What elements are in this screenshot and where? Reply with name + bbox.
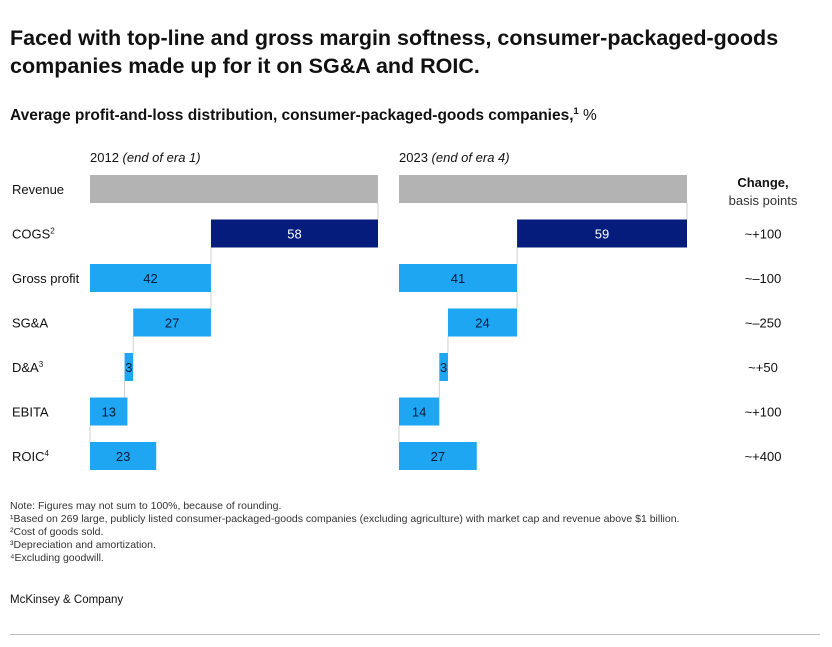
change-value: ~–100 — [745, 271, 782, 286]
bar-value-label: 27 — [165, 316, 179, 331]
bar-revenue — [90, 175, 378, 203]
category-label: SG&A — [12, 316, 48, 331]
bar-revenue — [399, 175, 687, 203]
chart-subtitle: Average profit-and-loss distribution, co… — [10, 105, 597, 125]
bar-value-label: 27 — [431, 449, 445, 464]
subtitle-unit: % — [578, 107, 597, 124]
bar-cogs — [517, 219, 687, 248]
footnote-3: ³Depreciation and amortization. — [10, 539, 156, 551]
panel-year: 2023 — [399, 150, 432, 165]
bar-value-label: 3 — [125, 360, 132, 375]
change-value: ~+100 — [745, 405, 782, 420]
footnote-4: ⁴Excluding goodwill. — [10, 552, 104, 564]
footnote-note: Note: Figures may not sum to 100%, becau… — [10, 500, 282, 512]
footnote-2: ²Cost of goods sold. — [10, 526, 104, 538]
bar-value-label: 41 — [451, 271, 465, 286]
bar-cogs — [210, 219, 378, 248]
subtitle-text: Average profit-and-loss distribution, co… — [10, 107, 574, 124]
subtitle-footnote-marker: 1 — [573, 105, 579, 116]
bar-d-a — [439, 353, 448, 381]
bottom-divider — [10, 634, 820, 635]
bar-value-label: 3 — [440, 360, 447, 375]
panel-header: 2012 (end of era 1) — [90, 150, 201, 165]
change-value: ~–250 — [745, 316, 782, 331]
bar-gross-profit — [90, 264, 211, 292]
brand-name: McKinsey & Company — [10, 594, 124, 606]
footnote-1: ¹Based on 269 large, publicly listed con… — [10, 513, 680, 525]
category-label: D&A3 — [12, 360, 44, 375]
bar-value-label: 59 — [595, 227, 609, 242]
panel-era: (end of era 1) — [123, 150, 201, 165]
change-value: ~+50 — [748, 360, 778, 375]
category-label: COGS2 — [12, 227, 55, 242]
category-footnote-marker: 4 — [45, 449, 50, 458]
bar-value-label: 14 — [412, 405, 426, 420]
bar-value-label: 42 — [143, 271, 157, 286]
bar-ebita — [90, 397, 128, 426]
bar-value-label: 24 — [475, 316, 489, 331]
change-value: ~+400 — [745, 449, 782, 464]
chart-title: Faced with top-line and gross margin sof… — [10, 26, 779, 78]
change-header-title: Change, — [737, 175, 788, 190]
bar-sg-a — [133, 308, 211, 337]
waterfall-chart: Revenue COGS2 Gross profit SG&A D&A3 EBITA ROI… — [12, 150, 798, 470]
change-header-unit: basis points — [729, 193, 798, 208]
bar-roic — [90, 442, 157, 470]
footnotes: Note: Figures may not sum to 100%, becau… — [10, 500, 679, 565]
category-label: Gross profit — [12, 271, 80, 286]
change-value: ~+100 — [745, 227, 782, 242]
bar-gross-profit — [399, 264, 518, 292]
bar-value-label: 23 — [116, 449, 130, 464]
panel-header: 2023 (end of era 4) — [399, 150, 510, 165]
bar-d-a — [124, 353, 134, 381]
category-label: Revenue — [12, 182, 64, 197]
category-footnote-marker: 2 — [50, 227, 55, 236]
panel-era: (end of era 4) — [432, 150, 510, 165]
bar-roic — [399, 442, 477, 470]
bar-sg-a — [447, 308, 518, 337]
category-label: EBITA — [12, 405, 49, 420]
bar-value-label: 13 — [101, 405, 115, 420]
bar-ebita — [399, 397, 440, 426]
bar-value-label: 58 — [287, 227, 301, 242]
category-label: ROIC4 — [12, 449, 50, 464]
category-footnote-marker: 3 — [39, 360, 44, 369]
panel-year: 2012 — [90, 150, 123, 165]
